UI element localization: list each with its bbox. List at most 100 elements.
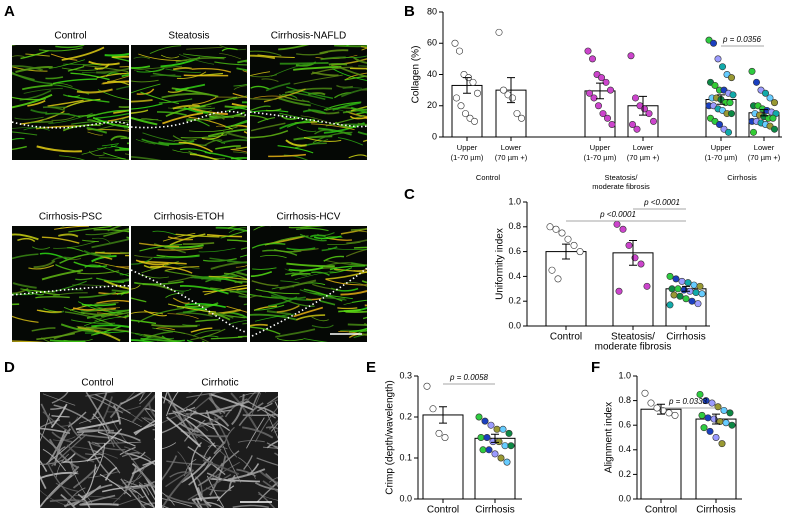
fiber [180,284,229,295]
fiber [265,472,278,488]
fiber [243,455,253,470]
fiber [254,304,285,311]
fiber [311,324,334,329]
y-tick-label: 0.3 [399,370,412,380]
fiber [52,436,76,441]
fiber [153,255,200,259]
fiber [53,404,92,423]
y-axis-label: Uniformity index [495,228,506,300]
fiber [262,480,278,493]
fiber [12,96,46,101]
fiber [12,93,53,109]
fiber [294,270,341,280]
data-point [485,446,493,454]
data-point [684,279,692,287]
fiber [158,140,195,145]
fiber [283,416,314,451]
fiber [53,241,96,249]
data-point [625,241,633,249]
data-point [645,110,653,118]
y-tick-label: 0.8 [618,395,631,405]
fiber [95,112,129,119]
fiber [238,402,264,427]
fiber [207,128,247,138]
data-point [643,282,651,290]
fiber [55,45,85,49]
data-point [694,300,702,308]
fiber [204,151,243,160]
fiber [12,233,39,241]
fiber [93,450,121,474]
fiber [286,86,334,99]
fiber [206,233,243,238]
fiber [198,421,222,426]
fiber [228,474,236,490]
panel-label: A [4,3,15,20]
image-title: Cirrhosis-HCV [277,212,341,223]
panel-label: F [591,359,600,376]
fiber [36,309,62,313]
fiber [143,416,155,423]
fiber [242,426,274,439]
data-point [727,74,735,82]
fiber [143,502,155,506]
fiber [268,153,306,158]
fiber [279,279,317,290]
fiber [104,429,115,448]
fiber [42,411,70,432]
fiber [287,454,330,459]
fiber [340,87,367,98]
fiber [260,254,287,259]
fiber [85,227,129,236]
fiber [81,146,107,155]
fiber [327,247,367,251]
fiber [299,289,347,301]
fiber [107,115,129,122]
data-point [517,114,525,122]
fiber [119,65,129,68]
fiber [23,127,50,131]
fiber [349,327,367,333]
fiber [344,75,367,81]
y-axis-label: Alignment index [604,402,615,473]
fiber [176,71,207,79]
fiber [153,243,186,254]
fiber [236,271,247,277]
micrograph [131,45,247,160]
fiber [72,284,110,287]
fiber [368,124,403,130]
fiber [151,324,198,328]
fiber [50,82,73,87]
data-point [576,248,584,256]
fiber [286,394,325,411]
fiber [157,247,203,251]
fiber [206,501,224,508]
fiber [350,262,367,267]
fiber [160,54,180,59]
fiber [364,116,367,119]
fiber [60,493,76,508]
fiber [167,275,196,283]
fiber [165,266,200,271]
fiber [47,428,67,463]
data-point [708,399,716,407]
fiber [296,227,329,232]
fiber [265,426,278,430]
data-point [594,102,602,110]
data-point [457,102,465,110]
y-tick-label: 0.2 [618,469,631,479]
fiber [280,439,311,440]
fiber [270,294,306,300]
fiber [311,71,339,77]
fiber [156,254,200,258]
fiber [21,84,53,91]
fiber [254,406,278,443]
fiber [116,85,129,91]
fiber [174,263,200,270]
fiber [71,458,79,475]
fiber [190,328,226,341]
fiber [358,65,367,67]
y-tick-label: 0.0 [508,320,521,330]
fiber [134,255,166,258]
fiber [349,115,367,120]
